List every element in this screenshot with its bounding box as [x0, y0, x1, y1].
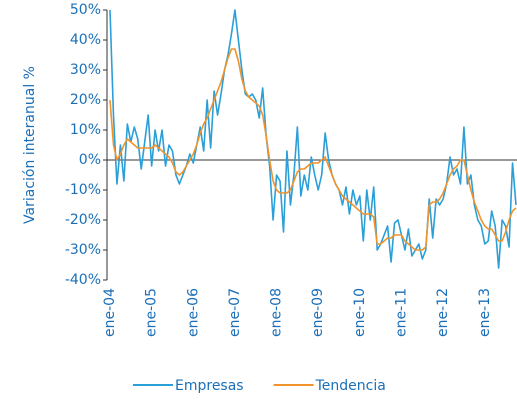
- x-tick-label: ene-08: [269, 288, 285, 337]
- y-tick-label: 30%: [70, 62, 101, 78]
- x-tick-label: ene-09: [310, 288, 326, 337]
- line-series: [109, 9, 517, 269]
- line-series: [109, 48, 517, 251]
- legend-label: Tendencia: [315, 378, 386, 394]
- y-tick-label: 50%: [70, 2, 101, 18]
- x-tick-label: ene-10: [352, 288, 368, 337]
- y-tick-label: -20%: [65, 212, 101, 228]
- x-tick-label: ene-05: [144, 288, 160, 337]
- y-tick-label: 10%: [70, 122, 101, 138]
- x-tick-label: ene-11: [393, 288, 409, 337]
- y-tick-label: 20%: [70, 92, 101, 108]
- x-tick-label: ene-13: [477, 288, 493, 337]
- x-tick-label: ene-12: [435, 288, 451, 337]
- y-tick-label: -10%: [65, 182, 101, 198]
- legend-label: Empresas: [175, 378, 244, 394]
- x-tick-label: ene-04: [102, 288, 118, 337]
- y-tick-label: -30%: [65, 242, 101, 258]
- y-tick-label: 0%: [79, 152, 101, 168]
- y-tick-label: 40%: [70, 32, 101, 48]
- x-tick-label: ene-07: [227, 288, 243, 337]
- y-axis-label: Variación interanual %: [22, 66, 38, 224]
- x-tick-label: ene-06: [185, 288, 201, 337]
- y-tick-label: -40%: [65, 272, 101, 288]
